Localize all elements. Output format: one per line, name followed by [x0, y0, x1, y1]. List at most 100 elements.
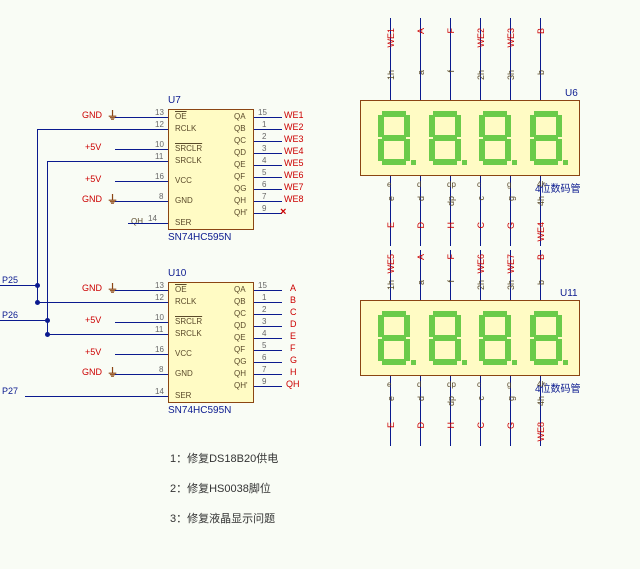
net: H [290, 367, 297, 377]
pinlbl: b [536, 280, 546, 285]
part-u7: SN74HC595N [168, 232, 231, 243]
wire [254, 326, 282, 327]
pl: SRCLR [175, 317, 202, 326]
port: P26 [2, 310, 18, 320]
pl: QA [234, 285, 246, 294]
pinlbl: e [387, 180, 391, 189]
pl: GND [175, 196, 193, 205]
net: G [290, 355, 297, 365]
pl: QH' [234, 208, 248, 217]
wire [128, 223, 168, 224]
wire [254, 165, 282, 166]
display-u6 [360, 100, 580, 176]
net: B [536, 28, 546, 34]
pinlbl: d [416, 196, 426, 201]
net: D [416, 222, 426, 229]
pn: 12 [155, 120, 164, 129]
pn: 14 [155, 387, 164, 396]
net: WE1 [284, 110, 304, 120]
pn: 3 [262, 317, 266, 326]
wire [254, 302, 282, 303]
net: C [290, 307, 297, 317]
pl: QB [234, 297, 246, 306]
wire [115, 117, 168, 118]
net: A [416, 254, 426, 260]
port: P27 [2, 386, 18, 396]
wire [254, 141, 282, 142]
pn: 1 [262, 293, 266, 302]
pl: QC [234, 136, 246, 145]
net: A [290, 283, 296, 293]
pinlbl: c [477, 380, 481, 389]
pn: 16 [155, 172, 164, 181]
pl: OE [175, 112, 187, 121]
pinlbl: c [476, 396, 486, 401]
wire [47, 334, 168, 335]
net: E [386, 422, 396, 428]
net: A [416, 28, 426, 34]
net: WE4 [284, 146, 304, 156]
ref-u6: U6 [565, 88, 578, 99]
wire [115, 181, 168, 182]
net: QH [286, 379, 300, 389]
net: WE7 [284, 182, 304, 192]
net: WE8 [284, 194, 304, 204]
pl: OE [175, 285, 187, 294]
net: WE5 [284, 158, 304, 168]
pn: 5 [262, 168, 266, 177]
pl-pre: QH [131, 217, 143, 226]
wire [115, 290, 168, 291]
pn: 8 [159, 365, 163, 374]
pn: 14 [148, 214, 157, 223]
pinlbl: c [476, 196, 486, 201]
wire [254, 350, 282, 351]
note: 1：修复DS18B20供电 [170, 450, 278, 466]
ref-u11: U11 [560, 288, 578, 299]
wire [37, 129, 168, 130]
pinlbl: d [417, 180, 421, 189]
pl: QD [234, 321, 246, 330]
net: GND [82, 110, 102, 120]
net: B [290, 295, 296, 305]
pinlbl: e [386, 196, 396, 201]
display-u11 [360, 300, 580, 376]
wire [254, 201, 282, 202]
wire [254, 314, 282, 315]
pinlbl: dp [447, 380, 456, 389]
gnd-icon: ⏚ [107, 364, 118, 380]
wire [47, 161, 48, 334]
pl: VCC [175, 176, 192, 185]
net: +5V [85, 174, 101, 184]
wire [25, 396, 168, 397]
pn: 2 [262, 305, 266, 314]
net: C [476, 422, 486, 429]
wire [37, 129, 38, 302]
pinlbl: g [506, 196, 516, 201]
net: WE1 [386, 28, 396, 48]
net: H [446, 422, 456, 429]
wire [254, 153, 282, 154]
pinlbl: g [507, 380, 511, 389]
pl: QE [234, 160, 246, 169]
pn: 13 [155, 281, 164, 290]
net: GND [82, 367, 102, 377]
pl: QC [234, 309, 246, 318]
pinlbl: dp [446, 396, 456, 406]
pinlbl: 2h [476, 70, 486, 80]
pinlbl: dp [446, 196, 456, 206]
net: F [446, 28, 456, 34]
net: F [290, 343, 296, 353]
pn: 7 [262, 192, 266, 201]
pinlbl: a [416, 280, 426, 285]
pn: 6 [262, 180, 266, 189]
nc-icon: × [280, 206, 286, 218]
wire [254, 290, 282, 291]
net: WE6 [476, 254, 486, 274]
wire [254, 177, 282, 178]
pinlbl: 4h [537, 380, 546, 389]
pinlbl: 3h [506, 280, 516, 290]
net: GND [82, 194, 102, 204]
net: E [386, 222, 396, 228]
pinlbl: a [416, 70, 426, 75]
pn: 15 [258, 281, 267, 290]
